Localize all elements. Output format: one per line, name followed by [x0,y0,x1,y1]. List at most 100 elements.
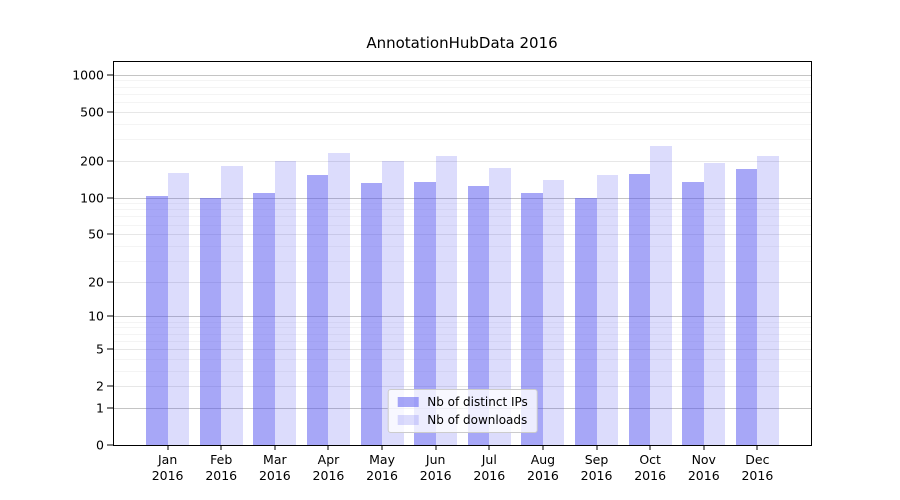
y-tick-20 [107,281,113,283]
x-tick-jan [167,445,169,450]
y-tick-1 [107,407,113,409]
legend-swatch-downloads [397,415,419,425]
gridline-y-900 [114,80,811,82]
legend-swatch-distinct-ips [397,397,419,407]
bar-downloads-dec [757,155,779,445]
bar-downloads-oct [650,145,672,445]
bar-distinct-ips-nov [682,182,704,445]
gridline-y-3 [114,370,811,372]
bar-downloads-sep [596,174,618,445]
bar-downloads-mar [274,160,297,445]
x-tick-jul [488,445,490,450]
gridline-y-20 [114,281,811,283]
x-tick-label-mar: Mar 2016 [258,452,291,484]
y-tick-label-0: 0 [96,437,104,453]
x-tick-oct [649,445,651,450]
y-tick-label-50: 50 [88,226,104,242]
legend-label-downloads: Nb of downloads [427,413,528,427]
gridline-y-70 [114,216,811,218]
y-tick-label-20: 20 [88,274,104,290]
gridline-y-100 [114,197,811,199]
gridline-y-600 [114,101,811,103]
gridline-y-60 [114,224,811,226]
plot-area: Nb of distinct IPs Nb of downloads 0 1 2 5 1… [72,61,812,483]
y-tick-label-5: 5 [96,341,104,357]
gridline-y-800 [114,86,811,88]
bar-downloads-apr [328,152,350,445]
gridline-y-7 [114,333,811,335]
gridline-y-90 [114,203,811,205]
y-tick-label-1000: 1000 [72,67,104,83]
gridline-y-9 [114,321,811,323]
bar-distinct-ips-sep [575,197,597,445]
gridline-y-6 [114,340,811,342]
gridline-y-200 [114,160,811,162]
bar-downloads-feb [221,166,243,445]
x-tick-mar [274,445,276,450]
x-tick-aug [542,445,544,450]
x-tick-nov [703,445,705,450]
x-tick-label-feb: Feb 2016 [205,452,238,484]
gridline-y-5 [114,348,811,350]
bar-downloads-nov [703,162,726,445]
x-tick-label-apr: Apr 2016 [312,452,345,484]
x-tick-label-jan: Jan 2016 [151,452,184,484]
gridline-y-400 [114,123,811,125]
legend-item-downloads: Nb of downloads [397,413,528,427]
bar-distinct-ips-oct [628,173,651,445]
gridline-y-40 [114,245,811,247]
gridline-y-80 [114,209,811,211]
y-tick-1000 [107,74,113,76]
y-tick-label-200: 200 [80,153,104,169]
bar-distinct-ips-may [360,182,383,445]
gridline-y-30 [114,260,811,262]
y-tick-500 [107,111,113,113]
gridline-y-500 [114,111,811,113]
bar-distinct-ips-jun [414,181,436,445]
y-tick-200 [107,160,113,162]
gridline-y-700 [114,93,811,95]
bar-distinct-ips-mar [253,192,275,445]
x-tick-label-may: May 2016 [366,452,398,484]
bar-distinct-ips-jul [467,185,490,445]
x-tick-may [381,445,383,450]
gridline-y-10 [114,316,811,318]
x-tick-sep [596,445,598,450]
y-tick-5 [107,348,113,350]
gridline-y-4 [114,358,811,360]
gridline-y-300 [114,139,811,141]
bar-distinct-ips-feb [199,197,222,445]
x-tick-label-sep: Sep 2016 [580,452,613,484]
gridline-y-1000 [114,74,811,76]
gridline-y-50 [114,234,811,236]
x-tick-label-nov: Nov 2016 [687,452,720,484]
bar-distinct-ips-aug [521,193,543,445]
y-tick-100 [107,197,113,199]
chart-title: AnnotationHubData 2016 [366,34,558,52]
bar-downloads-may [382,160,404,445]
bar-downloads-jan [167,172,190,445]
x-tick-label-jul: Jul 2016 [473,452,506,484]
bar-downloads-jul [489,167,511,445]
x-tick-label-dec: Dec 2016 [741,452,774,484]
x-tick-jun [435,445,437,450]
bar-distinct-ips-jan [146,196,168,445]
x-tick-label-oct: Oct 2016 [634,452,667,484]
bar-downloads-jun [435,155,458,445]
y-tick-label-1: 1 [96,400,104,416]
x-tick-dec [756,445,758,450]
y-tick-label-2: 2 [96,378,104,394]
y-tick-0 [107,444,113,446]
y-tick-10 [107,315,113,317]
y-tick-2 [107,385,113,387]
legend: Nb of distinct IPs Nb of downloads [387,389,538,433]
legend-label-distinct-ips: Nb of distinct IPs [427,395,528,409]
bar-downloads-aug [542,179,565,445]
legend-item-distinct-ips: Nb of distinct IPs [397,395,528,409]
gridline-y-2 [114,386,811,388]
bar-distinct-ips-dec [735,169,758,445]
x-tick-label-aug: Aug 2016 [527,452,559,484]
gridline-y-8 [114,327,811,329]
x-tick-label-jun: Jun 2016 [419,452,452,484]
y-tick-50 [107,233,113,235]
